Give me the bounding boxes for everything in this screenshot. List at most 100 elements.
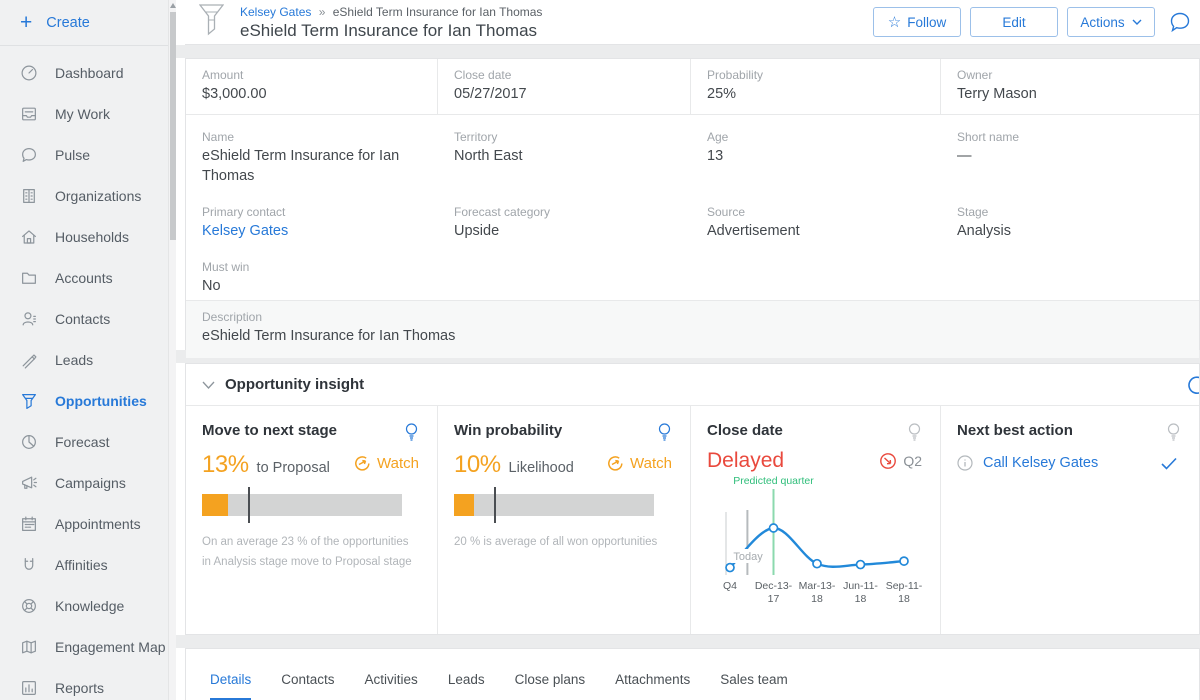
svg-text:Mar-13-: Mar-13- bbox=[799, 580, 836, 592]
sidebar-item-accounts[interactable]: Accounts bbox=[0, 257, 168, 298]
move-to-next-stage-card: Move to next stage 13% to Proposal bbox=[186, 406, 438, 634]
star-icon: ☆ bbox=[887, 14, 902, 31]
reports-icon bbox=[22, 680, 36, 695]
tab-details[interactable]: Details bbox=[210, 672, 252, 700]
field-age: Age 13 bbox=[691, 115, 941, 190]
svg-text:Jun-11-: Jun-11- bbox=[843, 580, 878, 592]
field-value: North East bbox=[454, 148, 523, 164]
tab-close-plans[interactable]: Close plans bbox=[514, 672, 586, 687]
watch-icon bbox=[608, 456, 623, 471]
delayed-quarter: Q2 bbox=[903, 453, 922, 469]
check-icon[interactable] bbox=[1161, 457, 1177, 470]
primary-contact-link[interactable]: Kelsey Gates bbox=[202, 223, 289, 239]
sidebar-item-label: Organizations bbox=[55, 187, 142, 204]
chat-bubble-icon[interactable] bbox=[1168, 10, 1192, 34]
card-title: Next best action bbox=[957, 422, 1073, 439]
sidebar-item-organizations[interactable]: Organizations bbox=[0, 175, 168, 216]
field-value: Terry Mason bbox=[957, 86, 1037, 102]
tab-sales-team[interactable]: Sales team bbox=[720, 672, 788, 687]
scrollbar-up-arrow[interactable] bbox=[170, 3, 176, 8]
sidebar-item-opportunities[interactable]: Opportunities bbox=[0, 380, 168, 421]
field-label: Owner bbox=[957, 68, 993, 82]
organizations-icon bbox=[23, 188, 35, 203]
actions-button[interactable]: Actions bbox=[1067, 7, 1155, 37]
sidebar-item-leads[interactable]: Leads bbox=[0, 339, 168, 380]
follow-button[interactable]: ☆ Follow bbox=[873, 7, 961, 37]
sidebar-scrollbar[interactable] bbox=[168, 0, 176, 700]
field-label: Forecast category bbox=[454, 205, 551, 219]
field-amount: Amount $3,000.00 bbox=[186, 59, 438, 114]
sidebar-item-affinities[interactable]: Affinities bbox=[0, 544, 168, 585]
bulb-icon[interactable] bbox=[657, 422, 672, 441]
sidebar-item-engagement-map[interactable]: Engagement Map bbox=[0, 626, 168, 667]
sidebar-item-dashboard[interactable]: Dashboard bbox=[0, 52, 168, 93]
close-date-chart: Predicted quarter Today Q4 Dec-13-17 Mar-13-… bbox=[723, 475, 923, 605]
panel-gap bbox=[176, 635, 1200, 648]
tab-activities[interactable]: Activities bbox=[364, 672, 418, 687]
tab-leads[interactable]: Leads bbox=[447, 672, 485, 687]
win-probability-card: Win probability 10% Likelihood bbox=[438, 406, 691, 634]
sidebar-item-label: Forecast bbox=[55, 433, 110, 450]
field-value: eShield Term Insurance for Ian Thomas bbox=[202, 148, 400, 184]
metric-row: 10% Likelihood Watch bbox=[454, 451, 672, 479]
win-percent: 10% bbox=[454, 451, 501, 478]
stage-move-suffix: to Proposal bbox=[256, 460, 330, 476]
fields-row-4: Must win No bbox=[186, 245, 1199, 300]
svg-text:Sep-11-: Sep-11- bbox=[886, 580, 923, 592]
tab-contacts[interactable]: Contacts bbox=[281, 672, 335, 687]
tab-attachments[interactable]: Attachments bbox=[615, 672, 691, 687]
chevron-down-icon bbox=[1132, 19, 1142, 25]
bulb-icon[interactable] bbox=[404, 422, 419, 441]
plus-icon: + bbox=[20, 11, 33, 34]
sidebar-item-label: Reports bbox=[55, 679, 105, 696]
sidebar-item-households[interactable]: Households bbox=[0, 216, 168, 257]
breadcrumb: Kelsey Gates » eShield Term Insurance fo… bbox=[240, 5, 873, 20]
sidebar-item-pulse[interactable]: Pulse bbox=[0, 134, 168, 175]
field-primary-contact: Primary contact Kelsey Gates bbox=[186, 190, 438, 245]
header-actions: ☆ Follow Edit Actions bbox=[873, 7, 1192, 37]
field-value: 25% bbox=[707, 86, 737, 102]
dashboard-icon bbox=[21, 65, 37, 80]
sidebar-item-label: Pulse bbox=[55, 146, 91, 163]
field-label: Source bbox=[707, 205, 746, 219]
refresh-icon[interactable] bbox=[1186, 374, 1199, 396]
create-button[interactable]: + Create bbox=[0, 0, 168, 46]
field-label: Probability bbox=[707, 68, 764, 82]
bulb-icon[interactable] bbox=[907, 422, 922, 441]
field-territory: Territory North East bbox=[438, 115, 691, 190]
edit-button[interactable]: Edit bbox=[970, 7, 1058, 37]
sidebar-item-knowledge[interactable]: Knowledge bbox=[0, 585, 168, 626]
field-description: Description eShield Term Insurance for I… bbox=[186, 300, 1199, 358]
svg-text:Q4: Q4 bbox=[723, 580, 737, 592]
knowledge-icon bbox=[22, 598, 36, 613]
sidebar-item-contacts[interactable]: Contacts bbox=[0, 298, 168, 339]
sidebar-item-label: Opportunities bbox=[55, 392, 147, 409]
field-label: Territory bbox=[454, 130, 498, 144]
svg-text:Today: Today bbox=[733, 551, 763, 563]
record-tabs-panel: Details Contacts Activities Leads Close … bbox=[185, 648, 1200, 700]
opportunity-funnel-icon bbox=[199, 4, 224, 36]
progress-fill bbox=[454, 494, 474, 516]
field-close-date: Close date 05/27/2017 bbox=[438, 59, 691, 114]
info-icon[interactable] bbox=[957, 455, 973, 471]
panel-gap bbox=[176, 45, 1200, 58]
field-value: Upside bbox=[454, 223, 500, 239]
watch-button[interactable]: Watch bbox=[607, 455, 672, 472]
bulb-icon[interactable] bbox=[1166, 422, 1181, 441]
scrollbar-thumb[interactable] bbox=[170, 12, 176, 240]
watch-button[interactable]: Watch bbox=[354, 455, 419, 472]
sidebar-item-reports[interactable]: Reports bbox=[0, 667, 168, 700]
progress-track bbox=[454, 494, 654, 516]
edit-label: Edit bbox=[1002, 14, 1026, 30]
sidebar-item-forecast[interactable]: Forecast bbox=[0, 421, 168, 462]
breadcrumb-parent-link[interactable]: Kelsey Gates bbox=[240, 5, 312, 19]
header-titles: Kelsey Gates » eShield Term Insurance fo… bbox=[240, 3, 873, 41]
sidebar-item-campaigns[interactable]: Campaigns bbox=[0, 462, 168, 503]
field-label: Primary contact bbox=[202, 205, 286, 219]
sidebar-item-appointments[interactable]: Appointments bbox=[0, 503, 168, 544]
progress-track bbox=[202, 494, 402, 516]
call-contact-link[interactable]: Call Kelsey Gates bbox=[983, 455, 1099, 471]
sidebar-item-my-work[interactable]: My Work bbox=[0, 93, 168, 134]
sidebar-item-label: Appointments bbox=[55, 515, 141, 532]
collapse-chevron-icon[interactable] bbox=[202, 381, 215, 389]
